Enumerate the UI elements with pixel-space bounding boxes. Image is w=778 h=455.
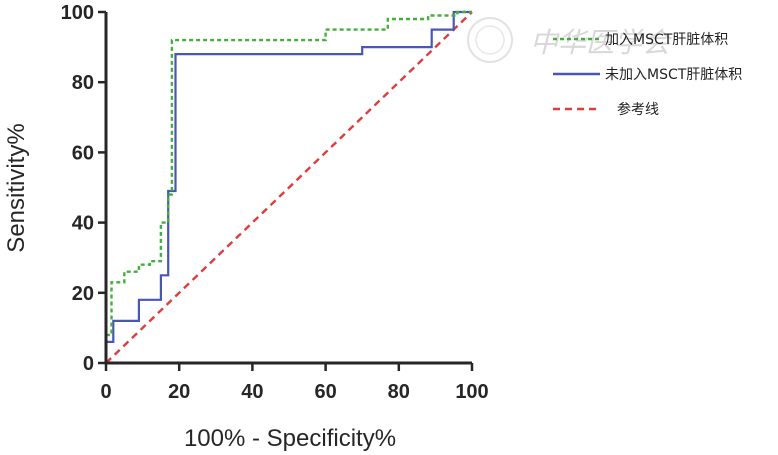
series-line-0	[104, 10, 472, 363]
legend-label-1: 未加入MSCT肝脏体积	[605, 67, 742, 83]
x-tick-label: 20	[168, 381, 190, 403]
legend-label-0: 加入MSCT肝脏体积	[605, 32, 728, 48]
axes: 0 20 40 60 80 100 0 20 40 60 80 100	[61, 2, 489, 403]
y-tick-label: 40	[72, 213, 94, 235]
series-line-1	[104, 10, 472, 363]
watermark-seal-icon	[467, 17, 513, 63]
x-tick-label: 0	[100, 381, 111, 403]
legend-label-2: 参考线	[617, 101, 659, 118]
y-tick-label: 0	[83, 353, 94, 375]
y-tick-label: 80	[72, 72, 94, 94]
y-axis-title: Sensitivity%	[3, 123, 30, 252]
x-tick-label: 100	[455, 381, 488, 403]
series-line-2	[105, 11, 473, 364]
watermark: 中华医学会	[467, 17, 673, 63]
watermark-seal-inner	[475, 25, 505, 55]
x-tick-label: 40	[241, 381, 263, 403]
y-tick-label: 60	[72, 142, 94, 164]
x-tick-label: 80	[388, 381, 410, 403]
x-tick-label: 60	[314, 381, 336, 403]
x-axis-title: 100% - Specificity%	[184, 425, 396, 452]
series-layer	[104, 10, 473, 364]
watermark-text: 中华医学会	[530, 26, 673, 59]
y-tick-label: 20	[72, 283, 94, 305]
y-tick-label: 100	[61, 2, 94, 24]
